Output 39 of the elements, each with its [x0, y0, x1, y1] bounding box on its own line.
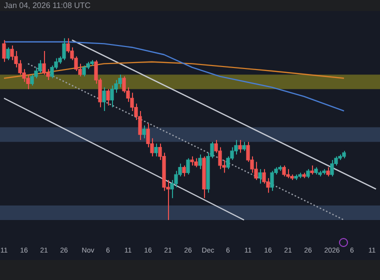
candlestick — [30, 74, 34, 86]
candlestick — [102, 86, 106, 112]
candlestick — [154, 143, 158, 157]
candlestick — [106, 88, 110, 106]
candlestick — [2, 40, 6, 62]
candlestick — [322, 168, 326, 176]
candlestick — [110, 85, 114, 108]
candlestick — [62, 38, 66, 61]
candlestick — [294, 174, 298, 180]
candlestick — [142, 124, 146, 139]
candlestick — [302, 172, 306, 179]
candlestick — [182, 164, 186, 177]
candlestick — [314, 166, 318, 176]
candlestick — [318, 170, 322, 177]
candlestick — [238, 140, 242, 154]
candlestick — [186, 158, 190, 176]
text: Jan 04, 2026 11:08 UTC — [4, 1, 91, 10]
candlestick — [90, 60, 94, 66]
candlestick — [286, 168, 290, 179]
candlestick — [258, 168, 262, 184]
candlestick — [190, 156, 194, 166]
candlestick — [194, 158, 198, 168]
candlestick — [278, 164, 282, 172]
candlestick — [202, 156, 206, 199]
candlestick — [6, 46, 10, 61]
candlestick — [50, 65, 54, 79]
candlestick — [42, 50, 46, 76]
candlestick — [326, 166, 330, 177]
candlestick — [82, 65, 86, 77]
candlestick — [10, 45, 14, 61]
candlestick — [242, 141, 246, 152]
candlestick — [306, 168, 310, 179]
candlestick — [198, 154, 202, 170]
candlestick — [298, 172, 302, 179]
candlestick — [270, 170, 274, 192]
candlestick — [310, 164, 314, 176]
candlestick — [330, 160, 334, 177]
candlestick — [262, 168, 266, 184]
candlestick — [282, 164, 286, 177]
